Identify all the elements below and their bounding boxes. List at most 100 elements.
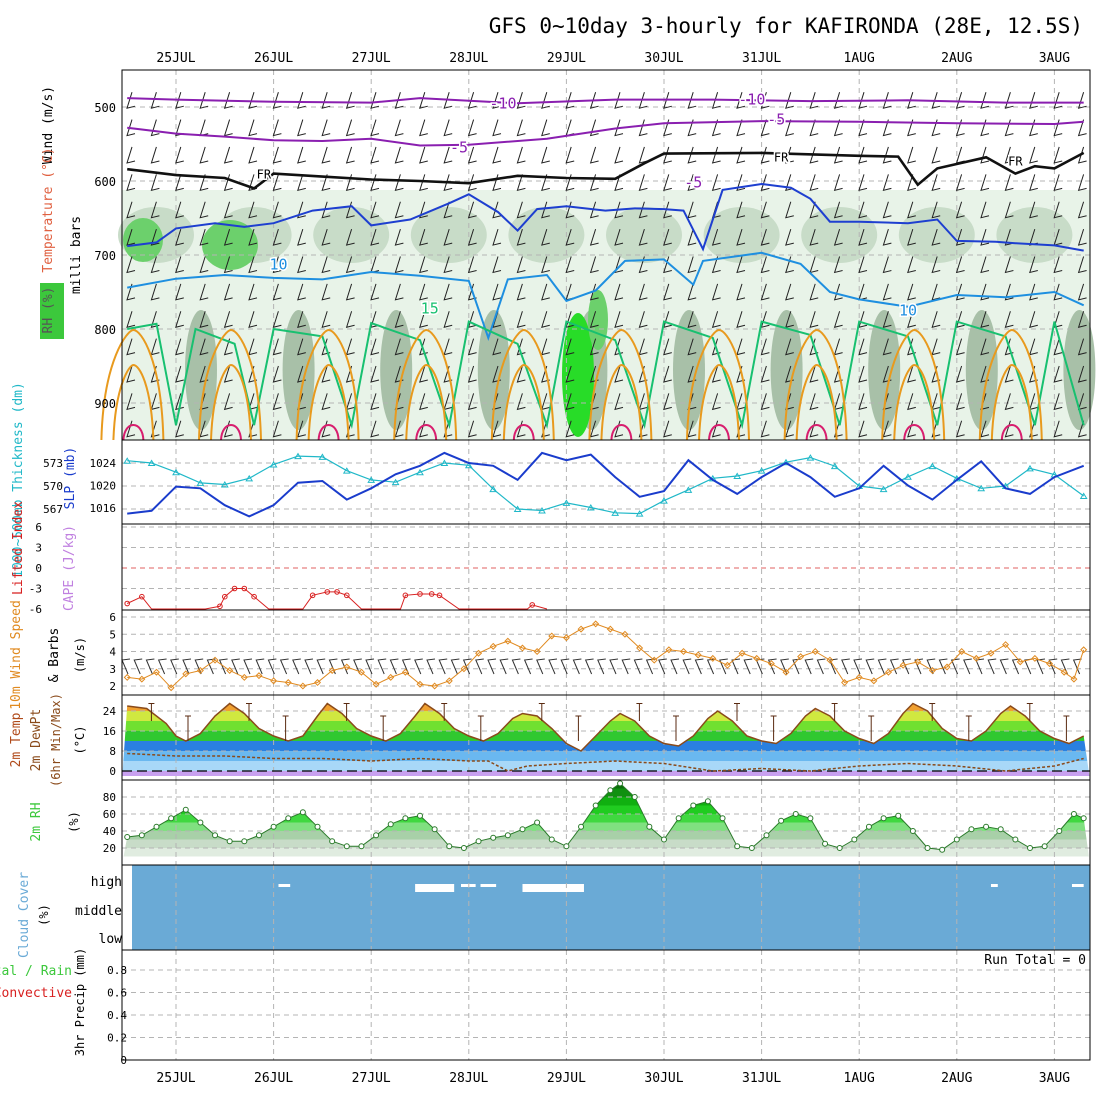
wind-barb (955, 365, 965, 383)
wind-barb (882, 228, 892, 246)
precip-tick-label: 0.6 (107, 987, 127, 1000)
surface-wind-barb (231, 658, 240, 675)
top-date-label: 2AUG (941, 51, 972, 66)
lifted-index-marker (529, 602, 536, 608)
rh-tick-label: 20 (103, 842, 116, 855)
wind-barb (297, 256, 306, 274)
surface-wind-barb (841, 658, 850, 675)
rh-blob-green (202, 220, 258, 270)
wind-barb (248, 146, 258, 164)
wind-barb (297, 283, 306, 301)
rh-band (122, 805, 1090, 814)
rh-marker (475, 838, 482, 845)
wind-barb (687, 283, 697, 301)
wind-barb (1029, 420, 1038, 438)
wind-speed-marker (518, 644, 526, 652)
surface-wind-barb (267, 658, 277, 675)
wind-barb (907, 365, 916, 383)
wind-barb (833, 201, 843, 219)
wind-barb (223, 393, 233, 411)
wind-barb (736, 228, 746, 246)
li-tick-label: 0 (35, 562, 42, 575)
rh-marker (968, 826, 975, 833)
surface-wind-barb (1060, 658, 1070, 675)
wind-speed-marker (723, 661, 731, 669)
precip-total-label: Total / Rain (0, 964, 72, 979)
wind-barb (687, 119, 697, 137)
wind-barb (516, 92, 526, 109)
wind-barb (663, 365, 672, 383)
rh-marker (343, 843, 350, 850)
wind-barb (223, 338, 233, 356)
wind-barb (297, 92, 306, 109)
surface-wind-barb (218, 658, 228, 675)
lifted-index-marker (436, 592, 443, 599)
temp-band (122, 761, 1090, 771)
wind-barb (614, 256, 624, 274)
wind-barb (882, 146, 892, 164)
wind-barb (638, 174, 648, 192)
wind-barb (419, 393, 428, 411)
contour-hot (122, 424, 145, 441)
wind-barb (980, 119, 990, 137)
contour-warm (978, 328, 1043, 441)
wind-barb (467, 201, 477, 219)
wind-barb (175, 92, 184, 109)
wind-barb (1029, 201, 1038, 219)
wind-speed-marker (182, 670, 190, 678)
rh-marker (1027, 845, 1033, 851)
wind-barb (614, 365, 624, 383)
surface-wind-barb (340, 658, 350, 675)
wind-barb (858, 256, 868, 274)
wind-barb (565, 146, 575, 164)
surface-wind-barb (670, 658, 680, 675)
wind-speed-line (127, 623, 1085, 689)
rh-marker (909, 828, 916, 834)
wind-barb (272, 420, 282, 438)
wind-barb (980, 228, 990, 246)
contour-hot (512, 424, 535, 441)
rh-blob (1063, 310, 1096, 430)
wind-barb (614, 228, 624, 246)
wind-barb (760, 283, 770, 301)
wind-barb (150, 146, 160, 164)
wind-speed-marker (328, 666, 336, 674)
wind-barb (907, 92, 916, 109)
wind-barb (126, 228, 136, 246)
wind-barb (443, 228, 453, 246)
wind-barb (419, 256, 428, 274)
wind-barb (370, 228, 380, 246)
wind-barb (443, 311, 453, 328)
thickness-marker (440, 459, 449, 466)
rh-blob (282, 310, 315, 430)
wind-speed-marker (431, 682, 439, 690)
surface-wind-barb (621, 658, 631, 675)
wind-speed-marker (357, 668, 365, 676)
wind-speed-marker (1031, 654, 1039, 662)
cloud-gap (415, 884, 455, 892)
wind-barb (1029, 92, 1038, 109)
wind-barb (736, 201, 746, 219)
rh-marker (168, 815, 175, 822)
wind-speed-marker (665, 646, 673, 654)
wind-barb (638, 420, 648, 438)
wind-speed-marker (123, 673, 131, 681)
wind-barb (907, 311, 916, 328)
thickness-marker (635, 510, 644, 517)
wind-barb (980, 201, 990, 219)
wind-speed-marker (445, 677, 453, 685)
rh-band (122, 814, 1090, 823)
wind-barb (589, 201, 599, 219)
wind-speed-marker (533, 647, 541, 656)
wind-barb (297, 311, 306, 328)
wind-speed-marker (372, 680, 380, 688)
surface-wind-barb (279, 658, 289, 675)
precip-tick-label: 0.8 (107, 964, 127, 977)
contour-hot (317, 424, 340, 441)
wind-barb (223, 311, 233, 328)
rh-marker (504, 832, 511, 839)
cloud-gap (522, 884, 584, 892)
bottom-date-label: 1AUG (844, 1071, 875, 1086)
wind-barb (1053, 365, 1063, 383)
